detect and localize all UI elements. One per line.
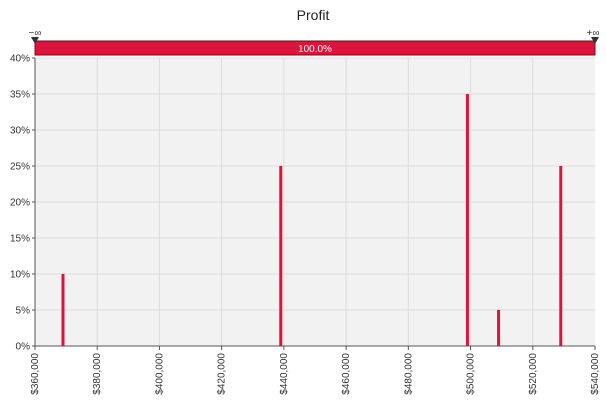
y-tick-labels: 0% 5% 10% 15% 20% 25% 30% 35% 40% bbox=[10, 54, 30, 353]
data-bar bbox=[61, 274, 65, 346]
slider-left-label: −∞ bbox=[29, 28, 42, 39]
y-tick-label: 30% bbox=[10, 126, 30, 137]
x-tick-label: $420,000 bbox=[217, 353, 228, 395]
x-tick-label: $380,000 bbox=[92, 353, 103, 395]
x-tick-label: $500,000 bbox=[466, 353, 477, 395]
data-bar bbox=[559, 166, 563, 346]
slider-right-handle[interactable] bbox=[591, 37, 599, 44]
data-bars bbox=[61, 94, 563, 346]
x-tick-label: $540,000 bbox=[590, 353, 601, 395]
data-bar bbox=[465, 94, 469, 346]
y-tick-label: 5% bbox=[16, 306, 31, 317]
range-slider[interactable]: 100.0% −∞ +∞ bbox=[29, 28, 600, 56]
grid-lines bbox=[35, 57, 595, 346]
x-tick-label: $400,000 bbox=[154, 353, 165, 395]
x-tick-label: $520,000 bbox=[528, 353, 539, 395]
slider-bar bbox=[34, 40, 596, 56]
data-bar bbox=[497, 310, 501, 346]
y-tick-label: 25% bbox=[10, 162, 30, 173]
x-tick-label: $460,000 bbox=[341, 353, 352, 395]
x-tick-label: $480,000 bbox=[403, 353, 414, 395]
chart-title: Profit bbox=[297, 7, 330, 23]
slider-right-label: +∞ bbox=[587, 28, 600, 39]
x-tick-label: $360,000 bbox=[30, 353, 41, 395]
y-tick-label: 10% bbox=[10, 270, 30, 281]
slider-left-handle[interactable] bbox=[31, 37, 39, 44]
y-tick-label: 40% bbox=[10, 54, 30, 65]
slider-percent-label: 100.0% bbox=[298, 44, 332, 55]
data-bar bbox=[279, 166, 283, 346]
y-tick-label: 20% bbox=[10, 198, 30, 209]
y-tick-label: 35% bbox=[10, 90, 30, 101]
y-tick-label: 0% bbox=[16, 342, 31, 353]
x-tick-labels: $360,000 $380,000 $400,000 $420,000 $440,000… bbox=[30, 353, 601, 395]
y-tick-label: 15% bbox=[10, 234, 30, 245]
x-tick-label: $440,000 bbox=[279, 353, 290, 395]
axes bbox=[32, 57, 596, 350]
